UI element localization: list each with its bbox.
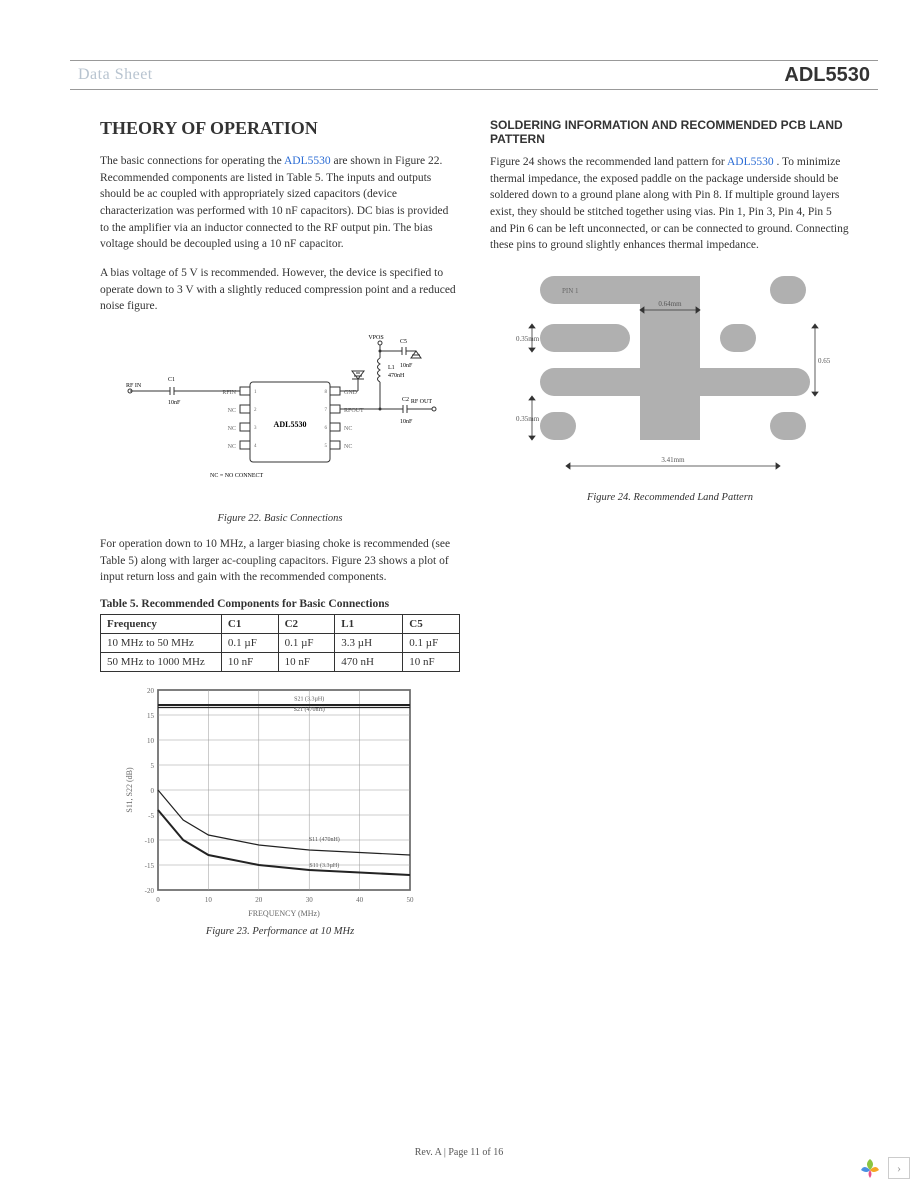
- chip-label: ADL5530: [274, 420, 307, 429]
- svg-text:-10: -10: [145, 837, 155, 845]
- svg-text:PIN 1: PIN 1: [562, 287, 579, 295]
- table5: FrequencyC1C2L1C5 10 MHz to 50 MHz0.1 µF…: [100, 614, 460, 672]
- svg-text:C1: C1: [168, 377, 175, 383]
- svg-text:S21 (470nH): S21 (470nH): [294, 706, 325, 713]
- table-row: 50 MHz to 1000 MHz10 nF10 nF470 nH10 nF: [101, 653, 460, 672]
- svg-text:40: 40: [356, 896, 364, 904]
- header-bar: Data Sheet ADL5530: [70, 60, 878, 90]
- svg-text:VPOS: VPOS: [368, 335, 383, 341]
- svg-text:C5: C5: [400, 339, 407, 345]
- svg-text:8: 8: [325, 390, 328, 395]
- svg-text:RF OUT: RF OUT: [411, 399, 433, 405]
- footer: Rev. A | Page 11 of 16: [0, 1147, 918, 1158]
- left-column: THEORY OF OPERATION The basic connection…: [100, 118, 460, 949]
- svg-text:30: 30: [306, 896, 314, 904]
- svg-text:FREQUENCY (MHz): FREQUENCY (MHz): [248, 909, 320, 918]
- svg-text:S11, S22 (dB): S11, S22 (dB): [125, 767, 134, 813]
- svg-text:S11 (470nH): S11 (470nH): [309, 836, 340, 843]
- svg-text:NC: NC: [344, 444, 352, 450]
- svg-text:5: 5: [151, 762, 155, 770]
- p-10mhz: For operation down to 10 MHz, a larger b…: [100, 536, 460, 586]
- svg-text:NC: NC: [228, 426, 236, 432]
- fig22-caption: Figure 22. Basic Connections: [100, 513, 460, 524]
- table-row: 10 MHz to 50 MHz0.1 µF0.1 µF3.3 µH0.1 µF: [101, 634, 460, 653]
- svg-text:-5: -5: [148, 812, 154, 820]
- svg-text:15: 15: [147, 712, 155, 720]
- p-bias: A bias voltage of 5 V is recommended. Ho…: [100, 265, 460, 315]
- p-solder: Figure 24 shows the recommended land pat…: [490, 154, 850, 254]
- p-intro: The basic connections for operating the …: [100, 153, 460, 253]
- p1b: are shown in Figure 22. Recommended comp…: [100, 155, 448, 250]
- svg-text:L1: L1: [388, 365, 395, 371]
- svg-text:10nF: 10nF: [400, 419, 413, 425]
- next-page-button[interactable]: ›: [888, 1157, 910, 1179]
- rp1a: Figure 24 shows the recommended land pat…: [490, 156, 727, 168]
- svg-text:0.65mm: 0.65mm: [818, 357, 830, 365]
- svg-text:470nH: 470nH: [388, 373, 405, 379]
- svg-text:2: 2: [254, 408, 257, 413]
- svg-text:10: 10: [147, 737, 155, 745]
- logo-icon: [858, 1156, 882, 1180]
- p1a: The basic connections for operating the: [100, 155, 284, 167]
- svg-text:50: 50: [407, 896, 415, 904]
- svg-text:10nF: 10nF: [400, 363, 413, 369]
- rp1b: . To minimize thermal impedance, the exp…: [490, 156, 849, 251]
- svg-text:0.35mm: 0.35mm: [516, 335, 540, 343]
- svg-text:5: 5: [325, 444, 328, 449]
- svg-text:NC: NC: [344, 426, 352, 432]
- header-left: Data Sheet: [78, 66, 153, 84]
- fig23-caption: Figure 23. Performance at 10 MHz: [100, 926, 460, 937]
- table-header: C5: [403, 615, 460, 634]
- content: THEORY OF OPERATION The basic connection…: [100, 118, 858, 949]
- svg-text:S11 (3.3µH): S11 (3.3µH): [309, 862, 339, 869]
- table5-title: Table 5. Recommended Components for Basi…: [100, 598, 460, 610]
- table-header: Frequency: [101, 615, 222, 634]
- svg-text:1: 1: [254, 390, 257, 395]
- svg-text:7: 7: [325, 408, 328, 413]
- figure-22: ADL5530 RFIN1 NC2 NC3 NC4 GND8 RFOUT7 NC…: [100, 327, 460, 507]
- figure-23: 0 10 20 30 40 50 -20 -15 -10 -5 0 5 10 15 20 FREQUENCY …: [120, 680, 460, 920]
- section-title: THEORY OF OPERATION: [100, 118, 460, 139]
- svg-text:20: 20: [255, 896, 262, 904]
- svg-text:0: 0: [156, 896, 160, 904]
- table-header: C2: [278, 615, 335, 634]
- svg-text:20: 20: [147, 687, 155, 695]
- svg-text:C2: C2: [402, 397, 409, 403]
- soldering-title: SOLDERING INFORMATION AND RECOMMENDED PC…: [490, 118, 850, 146]
- table-header: L1: [335, 615, 403, 634]
- svg-text:6: 6: [325, 426, 328, 431]
- svg-text:3.41mm: 3.41mm: [661, 456, 685, 464]
- figure-24: PIN 1 0.64mm 0.35mm 0.35mm 0.65mm 3.41mm: [490, 266, 850, 486]
- header-right: ADL5530: [784, 64, 870, 87]
- svg-text:0.35mm: 0.35mm: [516, 415, 540, 423]
- table-header: C1: [221, 615, 278, 634]
- svg-text:0.64mm: 0.64mm: [658, 300, 682, 308]
- svg-text:RF IN: RF IN: [126, 383, 142, 389]
- svg-text:-15: -15: [145, 862, 155, 870]
- link-adl5530[interactable]: ADL5530: [284, 155, 331, 167]
- svg-text:NC: NC: [228, 408, 236, 414]
- svg-text:10: 10: [205, 896, 213, 904]
- nav-widget: ›: [858, 1156, 910, 1180]
- svg-text:10nF: 10nF: [168, 400, 181, 406]
- svg-text:4: 4: [254, 444, 257, 449]
- svg-text:S21 (3.3µH): S21 (3.3µH): [294, 696, 324, 703]
- fig24-caption: Figure 24. Recommended Land Pattern: [490, 492, 850, 503]
- svg-text:3: 3: [254, 426, 257, 431]
- svg-text:0: 0: [151, 787, 155, 795]
- svg-text:NC = NO CONNECT: NC = NO CONNECT: [210, 473, 264, 479]
- svg-text:-20: -20: [145, 887, 155, 895]
- right-column: SOLDERING INFORMATION AND RECOMMENDED PC…: [490, 118, 850, 949]
- svg-text:NC: NC: [228, 444, 236, 450]
- link-adl5530-2[interactable]: ADL5530: [727, 156, 774, 168]
